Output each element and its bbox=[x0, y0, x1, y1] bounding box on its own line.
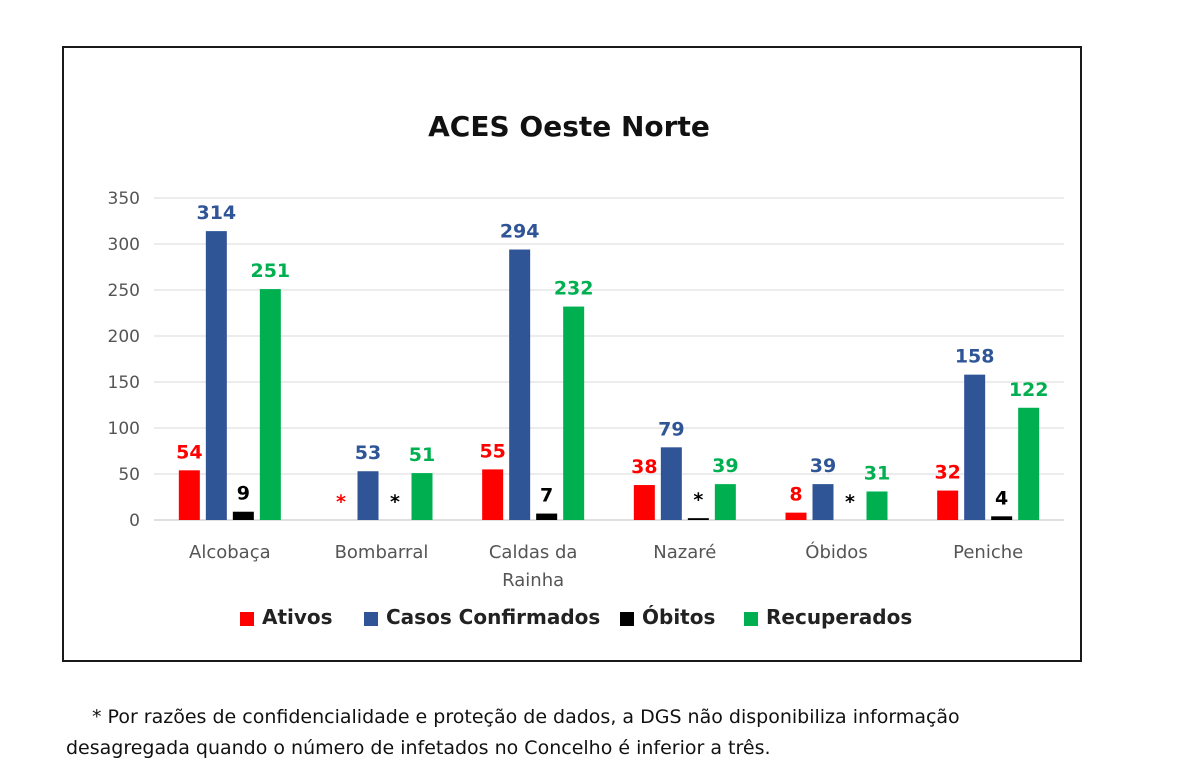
data-label: 38 bbox=[631, 456, 657, 478]
data-label: 79 bbox=[658, 418, 684, 440]
data-label: 51 bbox=[409, 444, 435, 466]
bar bbox=[411, 473, 433, 520]
data-label: 31 bbox=[864, 462, 890, 484]
data-label: 294 bbox=[500, 221, 540, 243]
bar bbox=[991, 516, 1013, 520]
bar bbox=[563, 306, 585, 520]
data-label: 55 bbox=[479, 440, 505, 462]
bar-chart: ACES Oeste Norte 0 50 100 150 200 250 300 350 54 3… bbox=[108, 110, 1064, 629]
x-tick-label: Bombarral bbox=[335, 542, 429, 563]
bar bbox=[357, 471, 379, 520]
data-label: 4 bbox=[995, 487, 1008, 509]
legend-label: Ativos bbox=[262, 605, 333, 629]
legend-swatch bbox=[620, 612, 634, 626]
x-tick-label: Caldas da bbox=[489, 542, 578, 563]
y-tick-label: 250 bbox=[108, 281, 140, 301]
chart-title: ACES Oeste Norte bbox=[428, 110, 710, 143]
data-label: 39 bbox=[712, 455, 738, 477]
bar bbox=[687, 518, 709, 520]
bar bbox=[178, 470, 200, 520]
data-label: 251 bbox=[250, 260, 290, 282]
bar bbox=[964, 374, 986, 520]
y-tick-label: 350 bbox=[108, 189, 140, 209]
bar bbox=[714, 484, 736, 520]
data-label: 7 bbox=[540, 485, 553, 507]
data-label: * bbox=[390, 491, 400, 513]
data-label: 8 bbox=[789, 484, 802, 506]
legend-swatch bbox=[240, 612, 254, 626]
bar bbox=[509, 249, 531, 520]
data-label: 314 bbox=[196, 202, 236, 224]
footnote-line-2: desagregada quando o número de infetados… bbox=[66, 737, 771, 759]
y-tick-label: 50 bbox=[118, 465, 140, 485]
bar bbox=[812, 484, 834, 520]
bar bbox=[660, 447, 682, 520]
data-label: * bbox=[845, 491, 855, 513]
bar bbox=[1018, 407, 1040, 520]
data-label: 39 bbox=[810, 455, 836, 477]
bar bbox=[866, 491, 888, 520]
y-tick-label: 200 bbox=[108, 327, 140, 347]
bar bbox=[205, 231, 227, 520]
legend-swatch bbox=[364, 612, 378, 626]
data-label: * bbox=[693, 489, 703, 511]
x-tick-label: Rainha bbox=[502, 570, 564, 591]
bar bbox=[482, 469, 504, 520]
y-tick-label: 300 bbox=[108, 235, 140, 255]
y-tick-label: 100 bbox=[108, 419, 140, 439]
footnote: * Por razões de confidencialidade e prot… bbox=[66, 702, 1146, 764]
y-tick-label: 0 bbox=[129, 511, 140, 531]
bar bbox=[633, 485, 655, 520]
legend-label: Recuperados bbox=[766, 605, 912, 629]
data-label: 158 bbox=[955, 346, 995, 368]
data-label: 9 bbox=[237, 483, 250, 505]
bar bbox=[536, 513, 558, 520]
x-tick-label: Peniche bbox=[953, 542, 1023, 563]
legend-label: Óbitos bbox=[642, 605, 715, 629]
footnote-line-1: * Por razões de confidencialidade e prot… bbox=[92, 706, 960, 728]
x-tick-label: Nazaré bbox=[653, 542, 716, 563]
data-label: 32 bbox=[934, 462, 960, 484]
chart-frame: ACES Oeste Norte 0 50 100 150 200 250 300 350 54 3… bbox=[62, 46, 1082, 662]
bar bbox=[785, 512, 807, 520]
data-label: 54 bbox=[176, 441, 202, 463]
x-tick-label: Alcobaça bbox=[189, 542, 271, 563]
legend-label: Casos Confirmados bbox=[386, 605, 600, 629]
bar bbox=[937, 490, 959, 520]
data-label: * bbox=[336, 491, 346, 513]
x-tick-label: Óbidos bbox=[805, 541, 867, 563]
data-label: 122 bbox=[1009, 379, 1049, 401]
bar bbox=[259, 289, 281, 520]
legend-swatch bbox=[744, 612, 758, 626]
data-label: 232 bbox=[554, 278, 594, 300]
y-tick-label: 150 bbox=[108, 373, 140, 393]
bar bbox=[232, 511, 254, 520]
data-label: 53 bbox=[355, 442, 381, 464]
